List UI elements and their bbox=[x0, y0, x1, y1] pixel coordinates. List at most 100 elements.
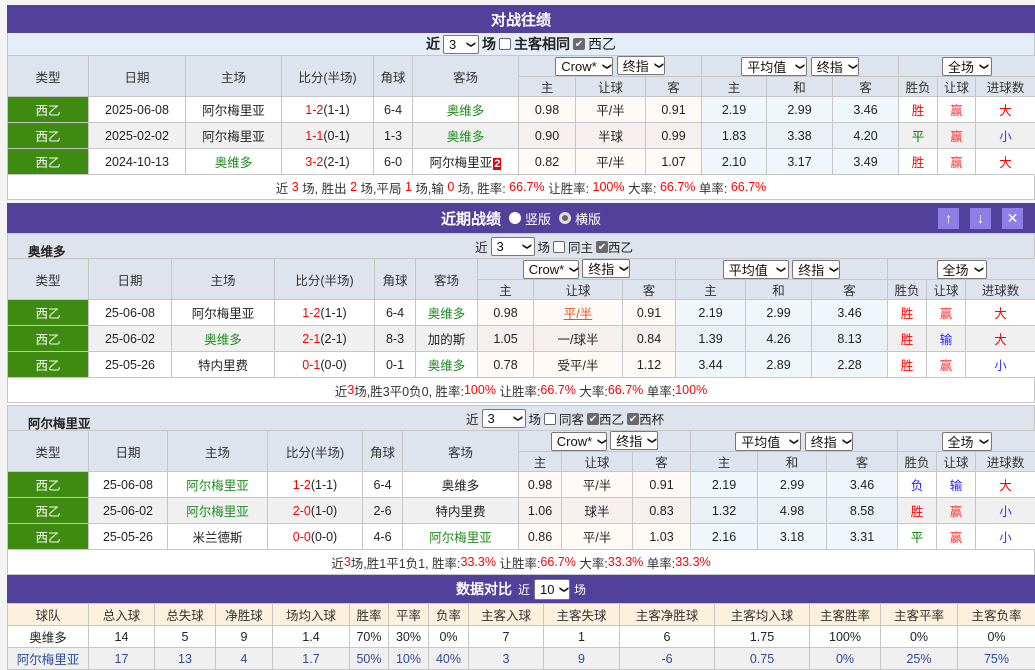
move-up-button[interactable]: ↑ bbox=[938, 208, 959, 229]
league-type[interactable]: 西乙 bbox=[7, 471, 89, 498]
home-team[interactable]: 阿尔梅里亚 bbox=[167, 497, 268, 524]
score-cell[interactable]: 1-2(1-1) bbox=[281, 96, 374, 123]
avg-select[interactable]: 平均值 ❯ bbox=[741, 56, 808, 76]
avg-select[interactable]: 平均值 ❯ bbox=[735, 431, 802, 451]
league-type[interactable]: 西乙 bbox=[7, 148, 89, 175]
summary-value: 3 bbox=[343, 555, 351, 569]
column-header: 日期 bbox=[88, 430, 168, 472]
home-team[interactable]: 特内里费 bbox=[171, 351, 275, 378]
league-checkbox[interactable]: ✔ bbox=[573, 38, 585, 50]
period-select[interactable]: 全场 ❯ bbox=[942, 56, 993, 76]
league-type[interactable]: 西乙 bbox=[7, 325, 89, 352]
away-team[interactable]: 阿尔梅里亚 2 bbox=[412, 148, 519, 175]
stat-value: 17 bbox=[88, 647, 155, 670]
corners: 0-1 bbox=[374, 351, 416, 378]
home-team[interactable]: 阿尔梅里亚 bbox=[167, 471, 268, 498]
move-down-button[interactable]: ↓ bbox=[970, 208, 991, 229]
score-cell[interactable]: 3-2(2-1) bbox=[281, 148, 374, 175]
same-venue-checkbox[interactable] bbox=[544, 412, 557, 425]
handicap[interactable]: 一/球半 bbox=[533, 325, 623, 352]
league-type[interactable]: 西乙 bbox=[7, 96, 89, 123]
score-cell[interactable]: 0-0(0-0) bbox=[267, 523, 363, 550]
match-date: 2024-10-13 bbox=[88, 148, 186, 175]
handicap[interactable]: 平/半 bbox=[561, 523, 633, 550]
league-checkbox[interactable]: ✔ bbox=[596, 240, 609, 253]
same-venue-checkbox[interactable] bbox=[553, 240, 566, 253]
avg-draw: 3.17 bbox=[766, 148, 833, 175]
stat-value: 6 bbox=[619, 625, 715, 648]
select-value: 全场 bbox=[947, 434, 974, 450]
score-cell[interactable]: 1-1(0-1) bbox=[281, 122, 374, 149]
away-team[interactable]: 阿尔梅里亚 bbox=[402, 523, 519, 550]
avg-type-select[interactable]: 终指 ❯ bbox=[804, 431, 853, 451]
company-select[interactable]: Crow* ❯ bbox=[550, 432, 607, 451]
sub-column-header: 客 bbox=[811, 279, 889, 300]
period-select[interactable]: 全场 ❯ bbox=[936, 259, 987, 279]
recent-count-select[interactable]: 3 ❯ bbox=[481, 409, 526, 428]
odds-type-select[interactable]: 终指 ❯ bbox=[582, 259, 631, 278]
vertical-layout-radio[interactable] bbox=[508, 212, 521, 224]
score-cell[interactable]: 2-0(1-0) bbox=[267, 497, 363, 524]
home-team[interactable]: 阿尔梅里亚 bbox=[171, 299, 275, 326]
league-type[interactable]: 西乙 bbox=[7, 351, 89, 378]
away-team[interactable]: 奥维多 bbox=[402, 471, 519, 498]
away-team[interactable]: 奥维多 bbox=[412, 122, 519, 149]
match-result: 胜 bbox=[898, 96, 939, 123]
home-team[interactable]: 阿尔梅里亚 bbox=[185, 122, 282, 149]
handicap[interactable]: 受平/半 bbox=[533, 351, 623, 378]
away-team[interactable]: 奥维多 bbox=[415, 299, 478, 326]
away-team[interactable]: 特内里费 bbox=[402, 497, 519, 524]
handicap[interactable]: 平/半 bbox=[561, 471, 633, 498]
handicap[interactable]: 平/半 bbox=[533, 299, 623, 326]
company-select[interactable]: Crow* ❯ bbox=[555, 57, 614, 76]
league-checkbox[interactable]: ✔ bbox=[587, 412, 600, 425]
odds-type-select[interactable]: 终指 ❯ bbox=[610, 431, 659, 450]
score-cell[interactable]: 1-2(1-1) bbox=[274, 299, 375, 326]
horizontal-layout-radio[interactable] bbox=[559, 212, 571, 224]
avg-type-select[interactable]: 终指 ❯ bbox=[792, 259, 841, 279]
home-team[interactable]: 奥维多 bbox=[171, 325, 275, 352]
handicap[interactable]: 平/半 bbox=[575, 96, 646, 123]
league-type[interactable]: 西乙 bbox=[7, 122, 89, 149]
half-score: (1-0) bbox=[310, 503, 338, 518]
score-cell[interactable]: 2-1(2-1) bbox=[274, 325, 375, 352]
stats-count-select[interactable]: 10 ❯ bbox=[534, 578, 570, 600]
avg-type-select[interactable]: 终指 ❯ bbox=[810, 56, 859, 76]
stats-table-wrap: 球队 总入球 总失球 净胜球 场均入球 胜率 平率 负率 主客入球 主客失球 主客净胜球 主客均入球主… bbox=[7, 603, 1035, 670]
away-odds: 1.12 bbox=[621, 351, 677, 378]
odds-company-header: Crow* ❯ 终指 ❯ bbox=[476, 258, 677, 280]
handicap[interactable]: 平/半 bbox=[575, 148, 646, 175]
chevron-down-icon: ❯ bbox=[522, 242, 533, 251]
close-button[interactable]: ✕ bbox=[1002, 208, 1023, 229]
odds-type-select[interactable]: 终指 ❯ bbox=[616, 56, 665, 75]
same-home-away-checkbox[interactable] bbox=[499, 38, 511, 50]
away-team[interactable]: 奥维多 bbox=[412, 96, 519, 123]
h2h-count-select[interactable]: 3 ❯ bbox=[443, 34, 479, 54]
avg-select[interactable]: 平均值 ❯ bbox=[722, 259, 789, 279]
recent-count-select[interactable]: 3 ❯ bbox=[490, 237, 535, 256]
score-cell[interactable]: 1-2(1-1) bbox=[267, 471, 363, 498]
league-checkbox[interactable]: ✔ bbox=[627, 412, 640, 425]
home-team[interactable]: 阿尔梅里亚 bbox=[185, 96, 282, 123]
home-odds: 0.98 bbox=[518, 471, 562, 498]
league-type[interactable]: 西乙 bbox=[7, 299, 89, 326]
company-select[interactable]: Crow* ❯ bbox=[522, 260, 579, 279]
handicap[interactable]: 球半 bbox=[561, 497, 633, 524]
handicap-result: 赢 bbox=[937, 122, 977, 149]
select-value: 平均值 bbox=[741, 434, 781, 450]
away-team[interactable]: 加的斯 bbox=[415, 325, 478, 352]
home-team[interactable]: 米兰德斯 bbox=[167, 523, 268, 550]
recent-title: 近期战绩 bbox=[440, 210, 501, 228]
stat-value: 9 bbox=[543, 647, 620, 670]
score-cell[interactable]: 0-1(0-0) bbox=[274, 351, 375, 378]
away-team[interactable]: 奥维多 bbox=[415, 351, 478, 378]
home-odds-value: 0.98 bbox=[527, 477, 553, 492]
handicap[interactable]: 半球 bbox=[575, 122, 646, 149]
league-type[interactable]: 西乙 bbox=[7, 497, 89, 524]
period-select[interactable]: 全场 ❯ bbox=[941, 431, 992, 451]
sub-column-header: 进球数 bbox=[975, 451, 1035, 472]
home-team[interactable]: 奥维多 bbox=[185, 148, 282, 175]
stat-value: 1.4 bbox=[272, 625, 350, 648]
league-type[interactable]: 西乙 bbox=[7, 523, 89, 550]
away-odds: 0.91 bbox=[631, 471, 692, 498]
